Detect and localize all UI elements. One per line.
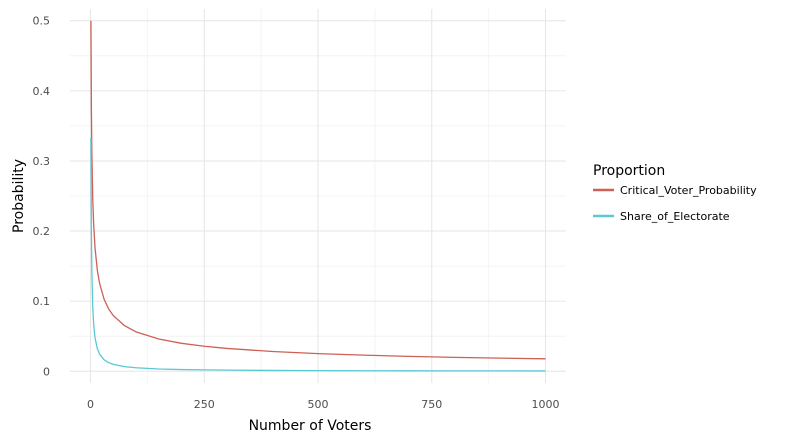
- series-line-critical-voter-probability: [90, 20, 546, 360]
- x-tick-label: 500: [308, 398, 329, 411]
- y-tick-label: 0.5: [33, 15, 51, 28]
- legend-label-share-of-electorate: Share_of_Electorate: [620, 210, 730, 223]
- y-tick-label: 0.2: [33, 225, 51, 238]
- y-axis-title: Probability: [11, 159, 27, 233]
- x-tick-label: 1000: [532, 398, 560, 411]
- series-lines: [90, 20, 546, 372]
- x-tick-label: 0: [87, 398, 94, 411]
- y-tick-label: 0.3: [33, 155, 51, 168]
- legend-label-critical-voter-probability: Critical_Voter_Probability: [620, 184, 757, 197]
- y-tick-label: 0: [43, 365, 50, 378]
- x-tick-label: 750: [421, 398, 442, 411]
- series-line-share-of-electorate: [90, 137, 546, 372]
- major-gridlines: [70, 9, 566, 383]
- legend: Proportion Critical_Voter_Probability Sha…: [593, 163, 757, 223]
- x-axis-ticks: 0 250 500 750 1000: [87, 398, 560, 411]
- legend-title: Proportion: [593, 163, 665, 179]
- x-axis-title: Number of Voters: [249, 418, 372, 434]
- y-axis-ticks: 0 0.1 0.2 0.3 0.4 0.5: [33, 15, 51, 379]
- legend-items: Critical_Voter_Probability Share_of_Elect…: [593, 184, 757, 223]
- y-tick-label: 0.4: [33, 85, 51, 98]
- y-tick-label: 0.1: [33, 295, 51, 308]
- x-tick-label: 250: [194, 398, 215, 411]
